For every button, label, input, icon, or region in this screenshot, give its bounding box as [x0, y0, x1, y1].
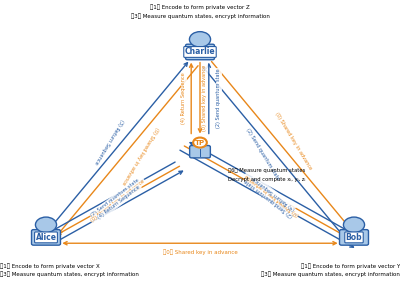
Text: (0) Shared key in advance: (0) Shared key in advance [244, 173, 300, 217]
FancyBboxPatch shape [340, 230, 368, 245]
FancyBboxPatch shape [190, 145, 210, 158]
Text: （1） Encode to form private vector X: （1） Encode to form private vector X [0, 263, 100, 269]
FancyBboxPatch shape [32, 230, 60, 245]
Text: (2) Send quantum state: (2) Send quantum state [245, 128, 280, 181]
FancyBboxPatch shape [186, 44, 214, 60]
Circle shape [344, 217, 364, 232]
Circle shape [193, 138, 207, 147]
Text: （3） Measure quantum states, encrypt information: （3） Measure quantum states, encrypt info… [261, 272, 400, 277]
Circle shape [190, 32, 210, 47]
Text: (0) Shared key in advance: (0) Shared key in advance [90, 179, 146, 223]
Text: (0) Shared key in advance: (0) Shared key in advance [120, 126, 159, 185]
Text: (2) Send quantum state: (2) Send quantum state [90, 178, 140, 218]
Text: （3） Measure quantum states, encrypt information: （3） Measure quantum states, encrypt info… [0, 272, 139, 277]
Text: (0) Shared key in advance: (0) Shared key in advance [274, 111, 313, 171]
Text: （1） Encode to form private vector Z: （1） Encode to form private vector Z [150, 4, 250, 10]
Text: (4) Return Sequence: (4) Return Sequence [252, 175, 296, 211]
Text: (2) Send quantum state: (2) Send quantum state [216, 68, 221, 128]
Text: Charlie: Charlie [185, 48, 215, 56]
Text: Alice: Alice [36, 233, 56, 242]
Text: (2) Send quantum state: (2) Send quantum state [244, 178, 294, 218]
Text: Decrypt and compute xᵢ, yᵢ, zᵢ: Decrypt and compute xᵢ, yᵢ, zᵢ [228, 177, 305, 182]
Text: （3） Measure quantum states, encrypt information: （3） Measure quantum states, encrypt info… [130, 13, 270, 19]
Circle shape [36, 217, 56, 232]
Text: TP: TP [195, 140, 205, 145]
Text: (4) Return Sequence: (4) Return Sequence [98, 185, 142, 220]
Text: （1） Encode to form private vector Y: （1） Encode to form private vector Y [301, 263, 400, 269]
Text: Bob: Bob [346, 233, 362, 242]
Text: (4) Return Sequence: (4) Return Sequence [182, 72, 186, 124]
Text: (3) Return Sequence: (3) Return Sequence [93, 119, 124, 165]
Text: (0) Shared key in advance: (0) Shared key in advance [202, 65, 207, 131]
Text: （6） Measure quantum states: （6） Measure quantum states [228, 168, 305, 173]
Text: （0） Shared key in advance: （0） Shared key in advance [163, 249, 237, 255]
